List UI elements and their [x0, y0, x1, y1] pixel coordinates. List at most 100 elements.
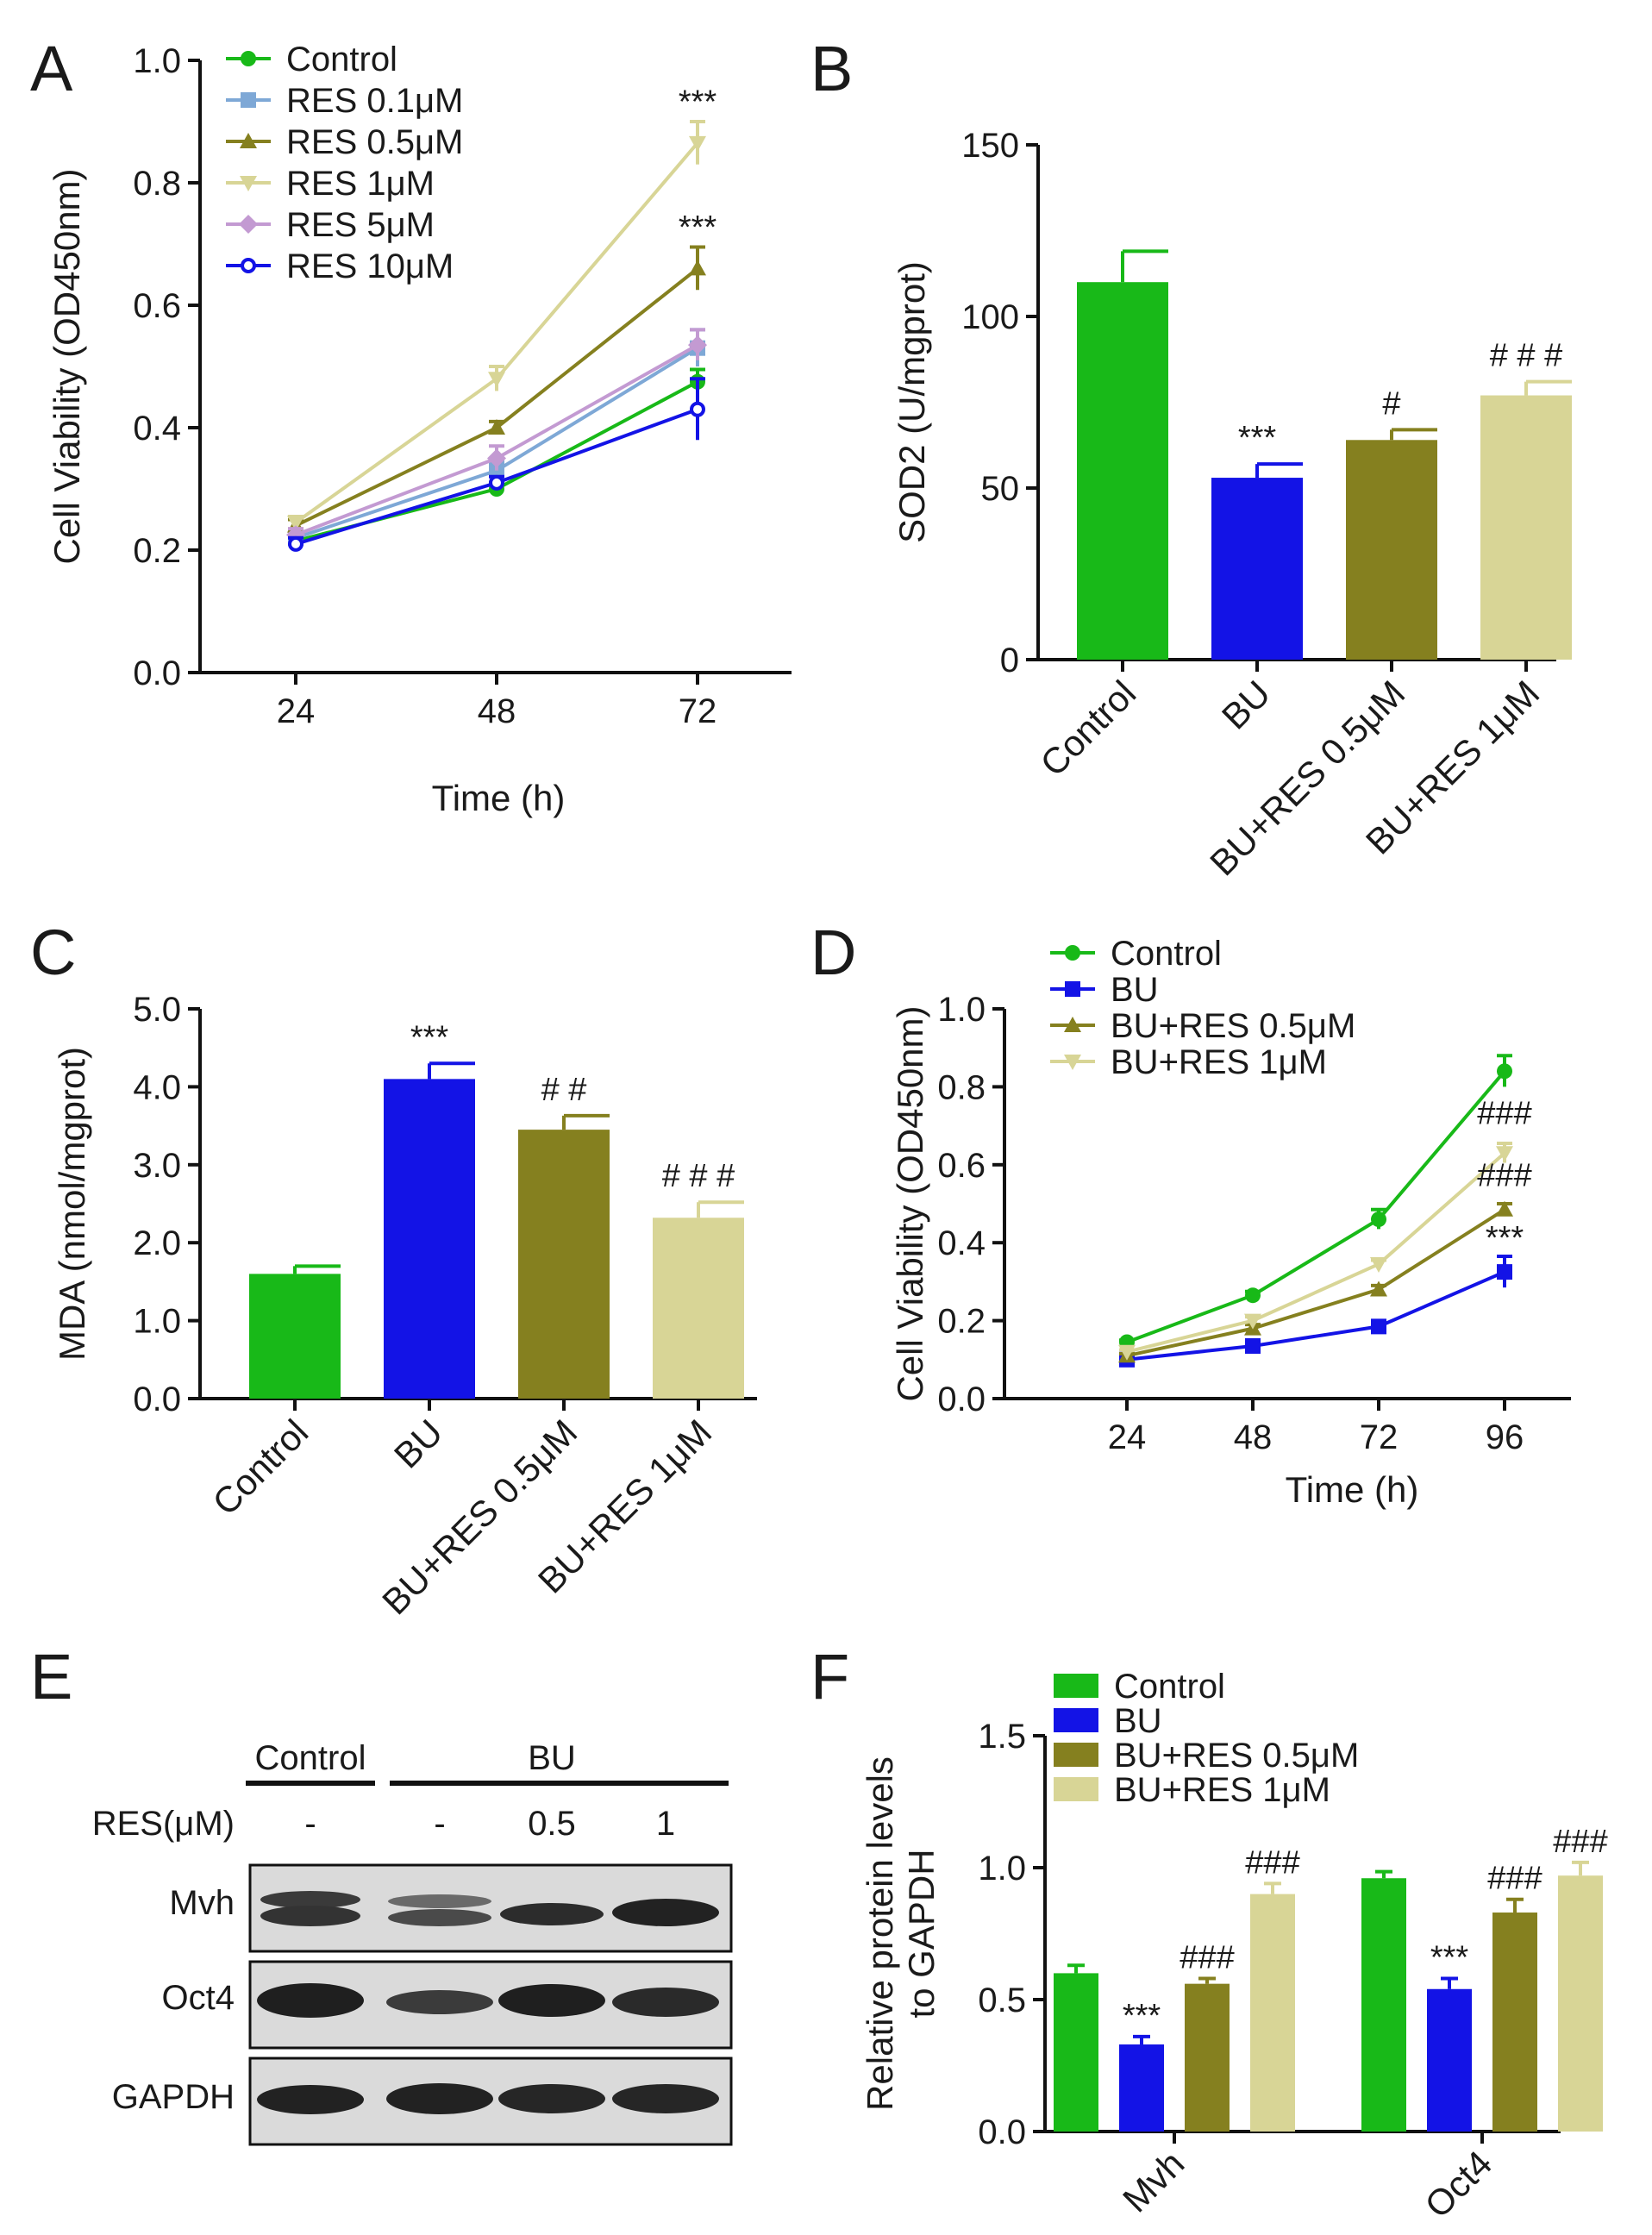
- c-bar-bu-res-0-5-m: [518, 1130, 610, 1399]
- c-annotation-bu: ***: [410, 1019, 449, 1055]
- d-xtick-label-48: 48: [1234, 1418, 1273, 1456]
- blot-row-label-gapdh: GAPDH: [112, 2078, 235, 2116]
- band-oct4-3: [498, 1984, 605, 2017]
- b-ytick-label-2: 100: [961, 298, 1019, 336]
- d-series-line-control: [1126, 1070, 1506, 1344]
- a-point-res-5-m-2: [688, 335, 707, 355]
- d-point-control-2: [1371, 1211, 1386, 1228]
- f-legend-text-bu: BU: [1114, 1702, 1162, 1740]
- a-point-res-0-5-m-2: [689, 260, 706, 276]
- d-point-control-3: [1497, 1063, 1512, 1080]
- panel-letter-a: A: [30, 33, 73, 104]
- band-oct4-1: [257, 1983, 364, 2018]
- d-ylabel-0: Cell Viability (OD450nm): [890, 1005, 930, 1401]
- f-legend-swatch-control: [1054, 1674, 1098, 1698]
- blot-res-value-4: 1: [656, 1805, 675, 1843]
- b-category-label-bu: BU: [1214, 673, 1279, 737]
- a-legend-marker-res-0-1-m: [241, 92, 256, 108]
- d-point-bu-res-0-5-m-3: [1496, 1200, 1513, 1217]
- d-xlabel: Time (h): [1286, 1469, 1419, 1510]
- a-legend-text-res-1-m: RES 1μM: [286, 165, 435, 203]
- d-legend-text-control: Control: [1111, 935, 1222, 973]
- d-point-bu-res-0-5-m-2: [1370, 1280, 1387, 1297]
- a-point-res-1-m-2: [689, 135, 706, 152]
- b-ylabel-0: SOD2 (U/mgprot): [892, 261, 932, 543]
- f-bar-control-oct4: [1361, 1878, 1406, 2132]
- d-legend-marker-bu: [1065, 981, 1080, 997]
- f-legend-text-bu-res-1-m: BU+RES 1μM: [1114, 1771, 1330, 1809]
- a-ytick-label-3: 0.6: [133, 287, 181, 325]
- a-annotation-0: ***: [679, 84, 717, 120]
- c-category-label-bu: BU: [386, 1412, 451, 1476]
- d-point-bu-2: [1371, 1318, 1386, 1335]
- f-legend-swatch-bu: [1054, 1708, 1098, 1732]
- blot-row-label-oct4: Oct4: [162, 1979, 235, 2017]
- f-legend-text-bu-res-0-5-m: BU+RES 0.5μM: [1114, 1737, 1359, 1775]
- a-xlabel: Time (h): [432, 778, 566, 818]
- d-legend-text-bu-res-0-5-m: BU+RES 0.5μM: [1111, 1007, 1355, 1045]
- b-annotation-bu-res-1-m: # # #: [1490, 338, 1563, 374]
- f-ylabel-0: Relative protein levels: [860, 1756, 900, 2111]
- f-bar-bu-res-0-5-m-oct4: [1492, 1913, 1537, 2132]
- c-category-label-control: Control: [204, 1412, 316, 1523]
- c-annotation-bu-res-0-5-m: # #: [541, 1072, 587, 1108]
- panel-letter-b: B: [810, 33, 853, 104]
- a-ytick-label-1: 0.2: [133, 532, 181, 570]
- f-bar-control-mvh: [1054, 1973, 1098, 2132]
- band-mvh-2: [388, 1894, 491, 1908]
- d-ytick-label-3: 0.6: [937, 1147, 986, 1185]
- f-category-label-mvh: Mvh: [1115, 2143, 1192, 2219]
- c-annotation-bu-res-1-m: # # #: [662, 1158, 735, 1194]
- a-legend-text-res-5-m: RES 5μM: [286, 206, 435, 244]
- c-ylabel-0: MDA (nmol/mgprot): [52, 1047, 92, 1361]
- band-mvh-1: [260, 1891, 360, 1908]
- a-point-res-5-m-1: [487, 448, 506, 468]
- c-ytick-label-4: 4.0: [133, 1068, 181, 1106]
- f-annotation-bu-res-0-5-m-mvh: ###: [1180, 1940, 1234, 1976]
- d-ytick-label-4: 0.8: [937, 1068, 986, 1106]
- d-annotation-0: ###: [1477, 1095, 1531, 1131]
- f-bar-bu-oct4: [1427, 1988, 1472, 2132]
- f-annotation-bu-res-0-5-m-oct4: ###: [1487, 1861, 1542, 1897]
- d-legend-marker-control: [1065, 945, 1080, 961]
- a-xtick-label-24: 24: [277, 692, 316, 730]
- d-legend-marker-bu-res-1-m: [1064, 1055, 1081, 1070]
- a-legend-marker-res-5-m: [239, 215, 258, 234]
- d-xtick-label-96: 96: [1486, 1418, 1524, 1456]
- c-ytick-label-2: 2.0: [133, 1224, 181, 1262]
- band-mvh-3: [500, 1903, 604, 1925]
- f-annotation-bu-mvh: ***: [1123, 1998, 1161, 2034]
- c-ytick-label-0: 0.0: [133, 1380, 181, 1418]
- f-bar-bu-mvh: [1119, 2044, 1164, 2132]
- chart-f: 0.0 0.5 1.0 1.5 Relative protein levels to GA…: [860, 1668, 1608, 2226]
- blot-res-value-3: 0.5: [528, 1805, 576, 1843]
- b-bar-bu: [1211, 478, 1303, 660]
- panel-letter-d: D: [810, 917, 856, 988]
- d-point-bu-res-1-m-1: [1244, 1313, 1261, 1330]
- band-mvh-4: [612, 1899, 719, 1926]
- a-annotation-1: ***: [679, 210, 717, 246]
- f-annotation-bu-res-1-m-mvh: ###: [1245, 1844, 1299, 1881]
- d-ytick-label-0: 0.0: [937, 1380, 986, 1418]
- a-ytick-label-0: 0.0: [133, 654, 181, 692]
- b-annotation-bu: ***: [1238, 420, 1277, 456]
- f-ytick-label-3: 1.5: [978, 1718, 1026, 1756]
- a-legend-text-res-10-m: RES 10μM: [286, 247, 454, 285]
- panel-letter-c: C: [30, 917, 76, 988]
- chart-a: 0.0 0.2 0.4 0.6 0.8 1.0 Cell Viability (OD450n…: [47, 41, 792, 818]
- b-category-label-control: Control: [1032, 673, 1143, 784]
- f-ytick-label-1: 0.5: [978, 1981, 1026, 2019]
- f-category-label-oct4: Oct4: [1417, 2143, 1499, 2226]
- b-bar-bu-res-0-5-m: [1346, 440, 1437, 660]
- c-bar-control: [249, 1274, 341, 1399]
- d-xtick-label-72: 72: [1360, 1418, 1399, 1456]
- a-ytick-label-4: 0.8: [133, 165, 181, 203]
- panel-letter-e: E: [30, 1641, 72, 1712]
- d-legend-marker-bu-res-0-5-m: [1064, 1017, 1081, 1032]
- blot-res-label: RES(μM): [92, 1805, 235, 1843]
- c-bar-bu: [384, 1079, 475, 1399]
- f-annotation-bu-oct4: ***: [1430, 1940, 1469, 1976]
- f-legend-text-control: Control: [1114, 1668, 1225, 1706]
